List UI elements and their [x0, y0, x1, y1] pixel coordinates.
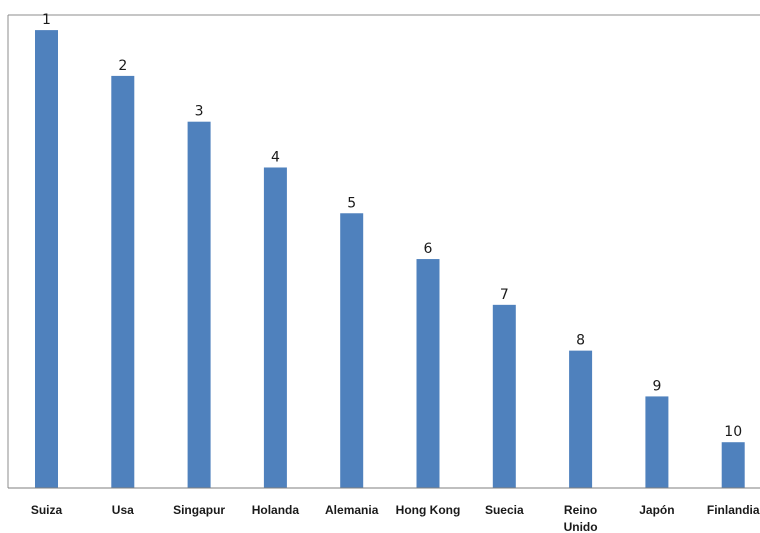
category-label: Usa: [112, 503, 134, 517]
bar: [569, 350, 593, 488]
bar: [263, 167, 287, 489]
category-label: Japón: [639, 503, 674, 517]
data-label: 2: [118, 58, 127, 74]
bar: [721, 442, 745, 488]
bar: [416, 259, 440, 488]
data-label: 9: [652, 378, 661, 394]
bar: [111, 75, 135, 489]
data-label: 4: [271, 149, 280, 165]
category-label: Holanda: [252, 503, 300, 517]
bar: [492, 304, 516, 488]
data-label: 3: [195, 104, 204, 120]
bar: [35, 30, 58, 489]
data-label: 7: [500, 287, 509, 303]
category-label: Suiza: [31, 503, 63, 517]
data-label: 8: [576, 333, 585, 349]
bar: [645, 396, 669, 488]
data-label: 6: [424, 241, 433, 257]
category-label: Suecia: [485, 503, 524, 517]
bars-group: [35, 30, 745, 489]
data-label: 5: [347, 195, 356, 211]
bar: [340, 213, 364, 488]
data-label: 10: [724, 424, 742, 440]
category-label: Reino Unido: [564, 503, 598, 533]
data-label: 1: [42, 12, 51, 28]
category-label: Alemania: [325, 503, 379, 517]
category-label: Singapur: [173, 503, 225, 517]
bar: [187, 121, 211, 488]
category-labels-group: Suiza Usa Singapur Holanda Alemania Hong Kong…: [31, 503, 760, 533]
category-label: Hong Kong: [396, 503, 461, 517]
data-labels-group: 1 2 3 4 5 6 7 8 9 10: [42, 12, 742, 440]
category-label: Finlandia: [707, 503, 760, 517]
